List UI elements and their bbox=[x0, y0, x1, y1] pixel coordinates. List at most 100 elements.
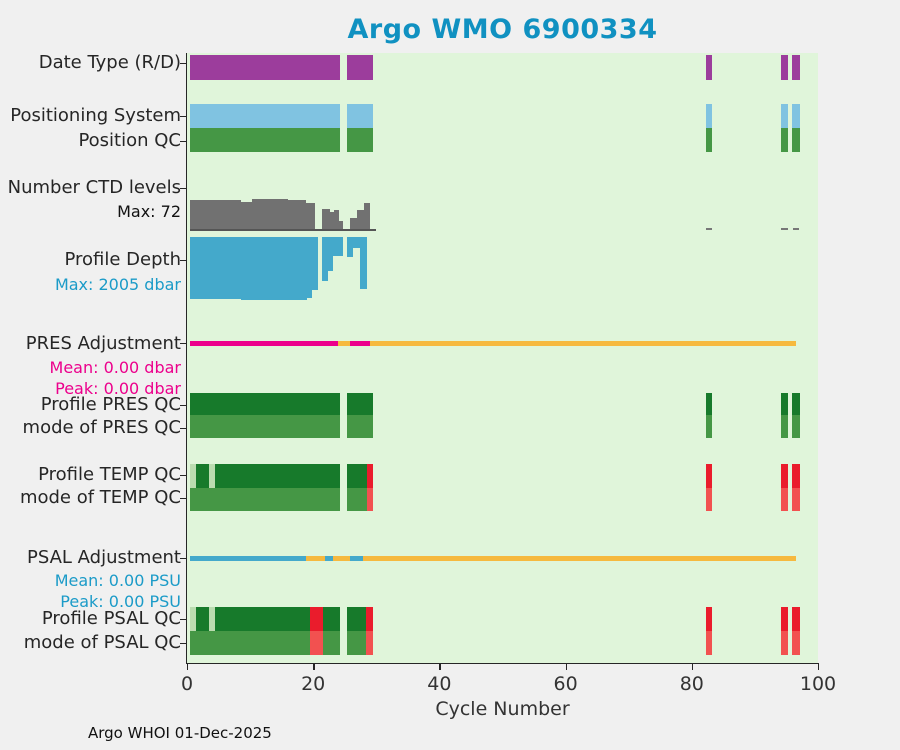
profile_psal_qc-segment bbox=[214, 607, 311, 631]
y-axis-tick bbox=[180, 116, 186, 118]
pres-mean-label: Mean: 0.00 dbar bbox=[49, 358, 181, 377]
profile_psal_qc-segment bbox=[780, 607, 789, 631]
profile_temp_qc-segment bbox=[214, 464, 340, 488]
x-tick-label: 100 bbox=[799, 673, 837, 695]
profile_temp_qc-segment bbox=[189, 464, 196, 488]
mode_pres_qc-segment bbox=[792, 415, 800, 438]
y-axis-tick bbox=[180, 428, 186, 430]
psal_adjustment-segment bbox=[333, 556, 350, 561]
ctd_levels-bar bbox=[306, 203, 316, 229]
plot-background bbox=[187, 53, 818, 663]
position_qc-segment bbox=[705, 128, 712, 152]
x-tick-label: 60 bbox=[553, 673, 578, 695]
date_type-segment bbox=[705, 55, 712, 80]
profile_psal_qc-segment bbox=[346, 607, 367, 631]
psal_adjustment-segment bbox=[305, 556, 326, 561]
psal_adjustment-segment bbox=[325, 556, 334, 561]
profile_depth-bar bbox=[352, 237, 360, 248]
psal_adjustment-segment bbox=[363, 556, 796, 561]
x-axis-tick bbox=[439, 663, 441, 670]
profile_depth-bar bbox=[322, 237, 329, 281]
ctd_levels-bar bbox=[357, 210, 365, 229]
psal-mean-label: Mean: 0.00 PSU bbox=[54, 571, 181, 590]
ctd_levels-baseline bbox=[189, 229, 377, 231]
date_type-segment bbox=[792, 55, 800, 80]
row-label-psal-adjustment: PSAL Adjustment bbox=[26, 547, 181, 568]
mode_temp_qc-segment bbox=[346, 488, 368, 511]
ctd_levels-bar bbox=[364, 203, 370, 229]
row-label-profile-psal-qc: Profile PSAL QC bbox=[41, 608, 181, 629]
chart-title: Argo WMO 6900334 bbox=[347, 14, 658, 45]
row-label-position-qc: Position QC bbox=[78, 130, 181, 151]
x-axis-label: Cycle Number bbox=[435, 698, 570, 720]
profile_psal_qc-segment bbox=[310, 607, 324, 631]
pres_adjustment-segment bbox=[369, 341, 796, 346]
mode_temp_qc-segment bbox=[792, 488, 800, 511]
profile_pres_qc-segment bbox=[189, 393, 340, 415]
psal-peak-label: Peak: 0.00 PSU bbox=[60, 592, 181, 611]
mode_psal_qc-segment bbox=[310, 631, 324, 655]
footer-credit: Argo WHOI 01-Dec-2025 bbox=[88, 724, 272, 742]
profile_depth-bar bbox=[306, 237, 312, 298]
profile_depth-bar bbox=[328, 237, 334, 271]
positioning_system-segment bbox=[189, 104, 340, 128]
position_qc-segment bbox=[792, 128, 800, 152]
mode_psal_qc-segment bbox=[780, 631, 789, 655]
profile_psal_qc-segment bbox=[792, 607, 800, 631]
row-label-pres-adjustment: PRES Adjustment bbox=[25, 333, 181, 354]
ctd_levels-zero-mark bbox=[792, 228, 800, 230]
profile_depth-bar bbox=[241, 237, 307, 300]
ctd_levels-bar bbox=[189, 200, 242, 229]
depth-max-label: Max: 2005 dbar bbox=[54, 275, 181, 294]
y-axis-tick bbox=[180, 558, 186, 560]
row-label-ctd-levels: Number CTD levels bbox=[7, 177, 181, 198]
y-axis-tick bbox=[180, 343, 186, 345]
profile_depth-bar bbox=[189, 237, 242, 299]
x-axis-tick bbox=[187, 663, 189, 670]
profile_psal_qc-segment bbox=[209, 607, 215, 631]
profile_pres_qc-segment bbox=[346, 393, 373, 415]
ctd_levels-bar bbox=[241, 202, 252, 229]
profile_psal_qc-segment bbox=[195, 607, 210, 631]
profile_depth-bar bbox=[311, 237, 319, 290]
psal_adjustment-segment bbox=[189, 556, 306, 561]
y-axis-tick bbox=[180, 405, 186, 407]
y-axis-line bbox=[186, 53, 188, 663]
mode_pres_qc-segment bbox=[705, 415, 712, 438]
y-axis-tick bbox=[180, 619, 186, 621]
row-label-profile-depth: Profile Depth bbox=[64, 249, 181, 270]
profile_temp_qc-segment bbox=[367, 464, 373, 488]
profile_pres_qc-segment bbox=[780, 393, 789, 415]
profile_psal_qc-segment bbox=[189, 607, 196, 631]
y-axis-tick bbox=[180, 643, 186, 645]
pres_adjustment-segment bbox=[189, 341, 338, 346]
mode_psal_qc-segment bbox=[346, 631, 367, 655]
ctd_levels-bar bbox=[251, 199, 270, 229]
profile_temp_qc-segment bbox=[209, 464, 215, 488]
mode_temp_qc-segment bbox=[780, 488, 789, 511]
position_qc-segment bbox=[780, 128, 789, 152]
psal_adjustment-segment bbox=[349, 556, 364, 561]
date_type-segment bbox=[189, 55, 340, 80]
position_qc-segment bbox=[346, 128, 373, 152]
profile_depth-bar bbox=[333, 237, 344, 256]
y-axis-tick bbox=[180, 260, 186, 262]
mode_psal_qc-segment bbox=[189, 631, 311, 655]
mode_pres_qc-segment bbox=[780, 415, 789, 438]
profile_pres_qc-segment bbox=[705, 393, 712, 415]
profile_temp_qc-segment bbox=[792, 464, 800, 488]
mode_psal_qc-segment bbox=[792, 631, 800, 655]
ctd_levels-zero-mark bbox=[781, 228, 788, 230]
mode_temp_qc-segment bbox=[367, 488, 373, 511]
ctd_levels-zero-mark bbox=[706, 228, 712, 230]
profile_depth-bar bbox=[346, 237, 353, 257]
positioning_system-segment bbox=[780, 104, 789, 128]
pres_adjustment-segment bbox=[349, 341, 370, 346]
y-axis-tick bbox=[180, 141, 186, 143]
mode_pres_qc-segment bbox=[346, 415, 373, 438]
pres-peak-label: Peak: 0.00 dbar bbox=[55, 379, 181, 398]
profile_temp_qc-segment bbox=[346, 464, 368, 488]
row-label-mode-pres-qc: mode of PRES QC bbox=[22, 417, 181, 438]
x-tick-label: 80 bbox=[679, 673, 704, 695]
